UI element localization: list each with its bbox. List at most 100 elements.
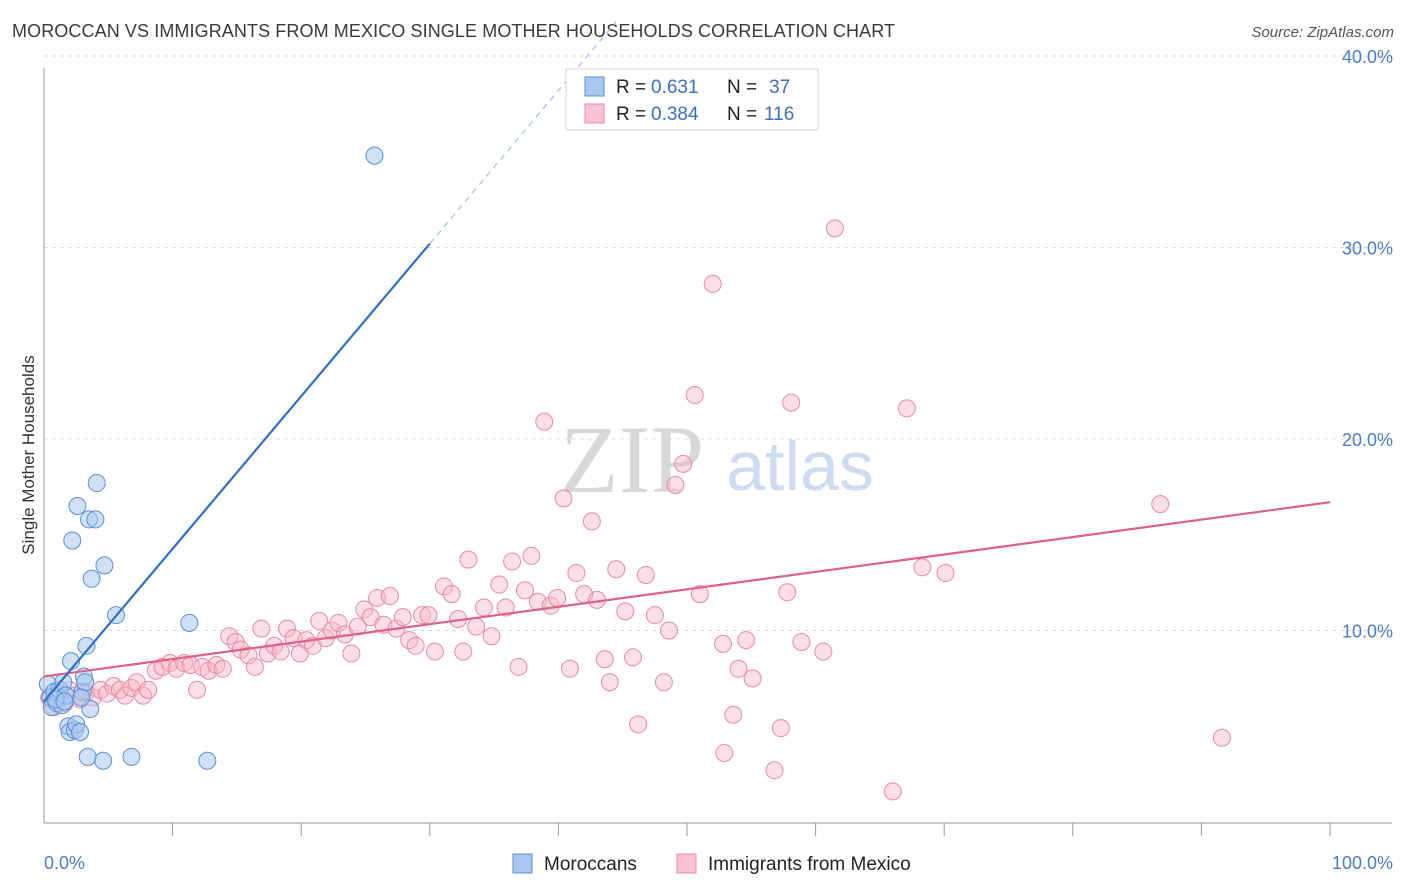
trendline-moroccans-extension (429, 21, 617, 245)
point-immigrants-from-mexico (271, 642, 290, 661)
point-immigrants-from-mexico (413, 606, 432, 625)
legend-r-label-1: R = (616, 77, 646, 98)
tick-labels: 10.0% 20.0% 30.0% 40.0% 0.0% 100.0% (44, 47, 1393, 873)
point-immigrants-from-mexico (715, 744, 734, 763)
point-immigrants-from-mexico (724, 705, 743, 724)
point-immigrants-from-mexico (490, 575, 509, 594)
point-immigrants-from-mexico (582, 512, 601, 531)
point-immigrants-from-mexico (459, 550, 478, 569)
watermark-zip: ZIP (560, 406, 704, 513)
point-immigrants-from-mexico (654, 673, 673, 692)
legend-r-value-2: 0.384 (651, 104, 699, 125)
point-immigrants-from-mexico (425, 642, 444, 661)
point-immigrants-from-mexico (897, 399, 916, 418)
point-immigrants-from-mexico (814, 642, 833, 661)
legend-swatch-mexico (584, 103, 605, 124)
point-immigrants-from-mexico (703, 274, 722, 293)
point-immigrants-from-mexico (636, 565, 655, 584)
source-label: Source: ZipAtlas.com (1251, 24, 1394, 41)
point-immigrants-from-mexico (765, 761, 784, 780)
legend-bottom-label-moroccans: Moroccans (544, 854, 637, 875)
point-moroccans (72, 688, 91, 707)
point-immigrants-from-mexico (1151, 495, 1170, 514)
watermark-atlas: atlas (726, 427, 874, 505)
point-immigrants-from-mexico (629, 715, 648, 734)
point-immigrants-from-mexico (278, 619, 297, 638)
point-immigrants-from-mexico (348, 617, 367, 636)
point-immigrants-from-mexico (509, 657, 528, 676)
point-immigrants-from-mexico (743, 669, 762, 688)
legend-bottom-swatch-moroccans (512, 853, 533, 874)
y-tick-label: 30.0% (1342, 239, 1393, 259)
legend-bottom: Moroccans Immigrants from Mexico (512, 853, 911, 875)
grid-lines (44, 55, 1392, 631)
point-immigrants-from-mexico (380, 587, 399, 606)
point-moroccans (180, 613, 199, 632)
point-immigrants-from-mexico (355, 600, 374, 619)
y-tick-label: 10.0% (1342, 622, 1393, 642)
legend-box (565, 68, 819, 131)
point-moroccans (68, 497, 87, 516)
point-moroccans (78, 747, 97, 766)
point-immigrants-from-mexico (213, 659, 232, 678)
point-immigrants-from-mexico (782, 393, 801, 412)
point-immigrants-from-mexico (535, 412, 554, 431)
point-immigrants-from-mexico (434, 577, 453, 596)
point-immigrants-from-mexico (567, 564, 586, 583)
point-immigrants-from-mexico (645, 606, 664, 625)
point-immigrants-from-mexico (595, 650, 614, 669)
point-moroccans (71, 722, 90, 741)
trend-lines (43, 21, 1331, 703)
point-immigrants-from-mexico (496, 598, 515, 617)
trendline-moroccans (43, 242, 431, 703)
point-immigrants-from-mexico (729, 659, 748, 678)
point-immigrants-from-mexico (454, 642, 473, 661)
point-immigrants-from-mexico (503, 552, 522, 571)
point-immigrants-from-mexico (792, 632, 811, 651)
point-immigrants-from-mexico (659, 621, 678, 640)
point-immigrants-from-mexico (467, 617, 486, 636)
point-immigrants-from-mexico (482, 627, 501, 646)
point-moroccans (365, 146, 384, 165)
point-moroccans (87, 474, 106, 493)
point-immigrants-from-mexico (310, 611, 329, 630)
point-immigrants-from-mexico (342, 644, 361, 663)
axes (43, 68, 1392, 836)
point-moroccans (63, 531, 82, 550)
y-axis-title: Single Mother Households (19, 355, 38, 554)
point-immigrants-from-mexico (139, 680, 158, 699)
point-immigrants-from-mexico (406, 636, 425, 655)
point-moroccans (55, 692, 74, 711)
point-immigrants-from-mexico (825, 219, 844, 238)
point-immigrants-from-mexico (548, 588, 567, 607)
point-immigrants-from-mexico (690, 585, 709, 604)
y-tick-label: 40.0% (1342, 47, 1393, 67)
point-immigrants-from-mexico (600, 673, 619, 692)
legend-n-label-2: N = (727, 104, 757, 125)
legend-swatch-moroccans (584, 76, 605, 97)
point-immigrants-from-mexico (239, 646, 258, 665)
legend-n-value-2: 116 (764, 104, 794, 125)
point-immigrants-from-mexico (474, 598, 493, 617)
point-immigrants-from-mexico (1212, 728, 1231, 747)
point-immigrants-from-mexico (737, 631, 756, 650)
point-immigrants-from-mexico (674, 454, 693, 473)
point-moroccans (122, 747, 141, 766)
point-immigrants-from-mexico (714, 634, 733, 653)
point-immigrants-from-mexico (522, 546, 541, 565)
x-tick-label: 100.0% (1332, 853, 1393, 873)
point-immigrants-from-mexico (623, 648, 642, 667)
watermark: ZIP atlas (560, 406, 874, 513)
point-immigrants-from-mexico (442, 585, 461, 604)
point-moroccans (86, 510, 105, 529)
legend-n-label-1: N = (727, 77, 757, 98)
point-immigrants-from-mexico (560, 659, 579, 678)
point-immigrants-from-mexico (393, 608, 412, 627)
legend-n-value-1: 37 (769, 77, 790, 98)
x-tick-label: 0.0% (44, 853, 85, 873)
trendline-immigrants-from-mexico (43, 501, 1331, 678)
point-immigrants-from-mexico (616, 602, 635, 621)
point-moroccans (76, 673, 95, 692)
point-immigrants-from-mexico (515, 581, 534, 600)
